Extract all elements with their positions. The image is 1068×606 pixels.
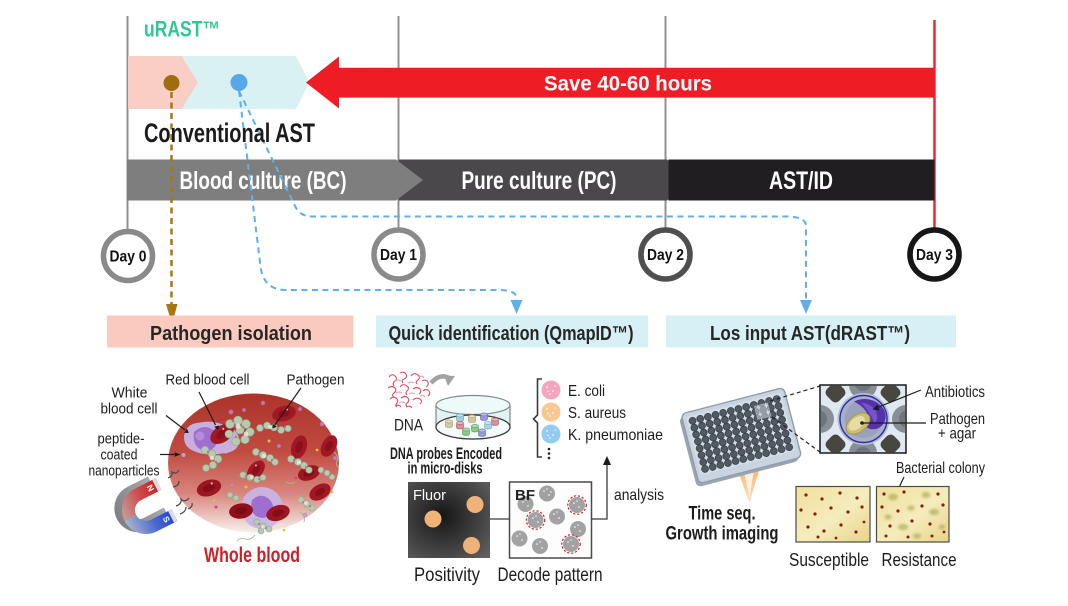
svg-text:Save 40-60 hours: Save 40-60 hours [544, 73, 712, 96]
svg-text:Resistance: Resistance [882, 549, 957, 570]
svg-text:coated: coated [101, 447, 138, 464]
svg-text:Decode pattern: Decode pattern [498, 565, 603, 586]
svg-text:Pathogen: Pathogen [930, 411, 985, 428]
svg-text:Time seq.: Time seq. [689, 504, 756, 525]
svg-text:Day 2: Day 2 [647, 247, 684, 264]
svg-text:Red blood cell: Red blood cell [166, 372, 250, 389]
svg-text:Bacterial colony: Bacterial colony [896, 460, 985, 477]
svg-text:S. aureus: S. aureus [568, 405, 626, 422]
svg-text:Quick identification (QmapID™): Quick identification (QmapID™) [389, 323, 634, 345]
svg-text:S: S [161, 514, 173, 524]
svg-text:+ agar: + agar [938, 426, 977, 443]
svg-text:N: N [145, 483, 157, 493]
svg-text:E. coli: E. coli [568, 383, 605, 400]
svg-text:Day 1: Day 1 [380, 247, 417, 264]
svg-text:Fluor: Fluor [413, 488, 446, 504]
svg-text:Los input AST(dRAST™): Los input AST(dRAST™) [710, 323, 910, 345]
svg-text:Blood culture (BC): Blood culture (BC) [180, 167, 347, 195]
svg-text:in micro-disks: in micro-disks [408, 459, 483, 478]
svg-text:analysis: analysis [614, 487, 664, 504]
svg-text:nanoparticles: nanoparticles [89, 463, 160, 480]
svg-text:blood cell: blood cell [101, 401, 158, 418]
svg-text:Day 0: Day 0 [110, 249, 147, 266]
svg-text:Pathogen: Pathogen [287, 372, 345, 389]
svg-text:Antibiotics: Antibiotics [925, 384, 985, 401]
svg-text:Whole blood: Whole blood [204, 544, 300, 567]
svg-text:Susceptible: Susceptible [789, 549, 869, 570]
svg-text:AST/ID: AST/ID [769, 167, 833, 195]
svg-text:Growth imaging: Growth imaging [666, 524, 779, 545]
svg-text:Pathogen isolation: Pathogen isolation [150, 323, 312, 345]
svg-text:BF: BF [515, 488, 535, 504]
svg-text:uRAST™: uRAST™ [144, 17, 220, 42]
svg-text:DNA probes Encoded: DNA probes Encoded [390, 444, 502, 463]
svg-text:peptide-: peptide- [98, 431, 145, 448]
svg-text:Pure culture (PC): Pure culture (PC) [462, 167, 617, 195]
svg-text:K. pneumoniae: K. pneumoniae [568, 427, 663, 444]
svg-text:White: White [112, 385, 148, 402]
svg-text:DNA: DNA [394, 417, 423, 435]
svg-text:Conventional AST: Conventional AST [144, 118, 315, 148]
svg-text:Positivity: Positivity [414, 565, 480, 586]
svg-text:Day 3: Day 3 [916, 247, 953, 264]
